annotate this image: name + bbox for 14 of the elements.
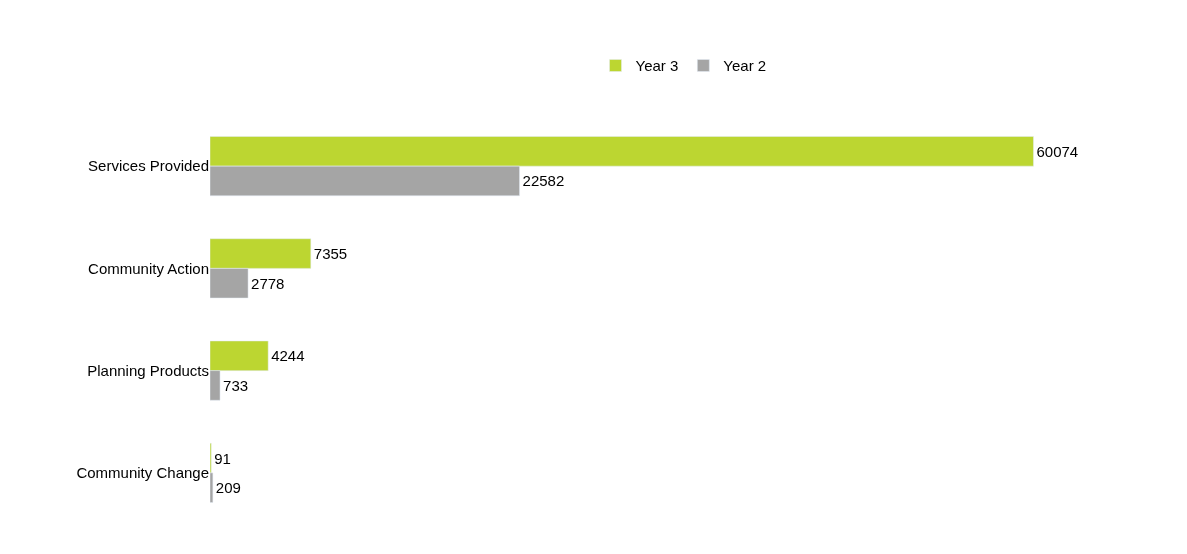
legend-label: Year 2 (723, 57, 767, 75)
data-label: 91 (214, 449, 231, 467)
y-tick-label: Services Provided (88, 157, 209, 175)
y-tick-label: Community Action (88, 259, 209, 277)
data-label: 2778 (251, 274, 285, 292)
legend-label: Year 3 (635, 57, 679, 75)
data-label: 209 (215, 479, 241, 497)
data-label: 4244 (271, 347, 305, 365)
data-label: 733 (223, 376, 249, 394)
data-label: 7355 (313, 245, 348, 263)
data-label: 60074 (1036, 142, 1079, 160)
y-tick-label: Community Change (76, 464, 209, 482)
data-label: 22582 (522, 172, 565, 190)
y-tick-label: Planning Products (87, 361, 209, 379)
